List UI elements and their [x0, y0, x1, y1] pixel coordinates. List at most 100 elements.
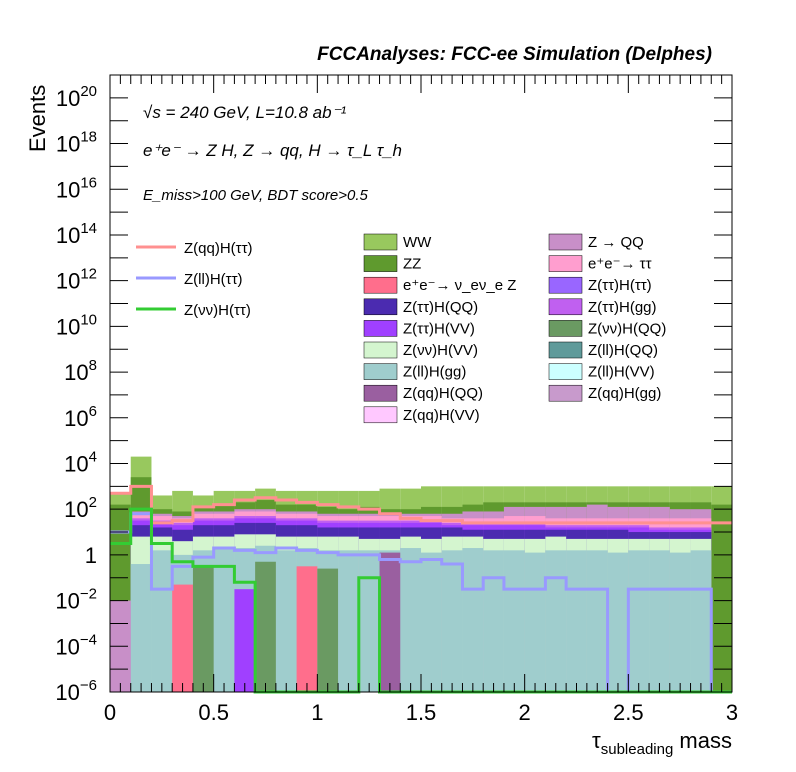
legend-swatch: [363, 233, 398, 251]
annotation-process: e⁺e⁻ → Z H, Z → qq, H → τ_L τ_h: [143, 141, 402, 160]
y-tick-label: 102: [64, 494, 97, 522]
legend-swatch: [363, 341, 398, 359]
legend-label: WW: [403, 234, 432, 251]
legend-line-label: Z(qq)H(ττ): [184, 240, 253, 257]
legend-label: Z(νν)H(QQ): [588, 320, 666, 337]
bar-z-ll-h-gg-: [607, 552, 629, 692]
bar-z-ll-h-gg-: [566, 550, 587, 692]
legend-swatch: [363, 406, 398, 424]
bar-z-ll-h-gg-: [690, 550, 712, 692]
bar-z-ll-h-gg-: [358, 550, 380, 692]
legend-swatch: [363, 363, 398, 380]
bar-z-ll-h-gg-: [441, 550, 463, 692]
legend-label: Z → QQ: [588, 234, 644, 251]
bar-z-h-qq-: [255, 561, 276, 692]
chart-title: FCCAnalyses: FCC-ee Simulation (Delphes): [317, 44, 712, 65]
y-tick-label: 10−4: [55, 631, 97, 659]
bar-z-h-vv-: [234, 589, 256, 692]
y-tick-label: 1010: [56, 311, 97, 339]
y-tick-label: 104: [64, 448, 97, 476]
x-tick-label: 2.5: [613, 700, 644, 725]
bar-e-e-e-e-z: [296, 566, 318, 692]
legend-label: Z(qq)H(gg): [588, 385, 661, 402]
annotation-cuts: E_miss>100 GeV, BDT score>0.5: [143, 187, 368, 204]
bar-z-ll-h-gg-: [130, 564, 152, 692]
y-axis: 10−6 10−4 10−2 1 102 104 106 108 1010 1012 1014 101…: [55, 74, 732, 705]
legend-swatch: [548, 341, 583, 359]
annotation-energy: √s = 240 GeV, L=10.8 ab⁻¹: [143, 103, 347, 122]
legend-label: Z(qq)H(QQ): [403, 385, 483, 402]
y-tick-label: 1012: [56, 266, 97, 294]
x-axis-label: τsubleading mass: [592, 728, 732, 758]
y-axis-label: Events: [25, 85, 50, 152]
legend-swatch: [548, 320, 583, 337]
legend-label: e⁺e⁻→ ττ: [588, 256, 652, 273]
bar-z-h-qq-: [317, 568, 339, 692]
legend-label: Z(ττ)H(gg): [588, 299, 657, 316]
legend-swatch: [363, 298, 398, 316]
legend-swatch: [363, 320, 398, 337]
legend-swatch: [363, 276, 398, 294]
bar-z-ll-h-gg-: [669, 552, 691, 692]
y-tick-label: 1018: [56, 129, 97, 157]
bar-z-ll-h-gg-: [524, 552, 546, 692]
x-tick-label: 0.5: [198, 700, 229, 725]
bar-z-ll-h-gg-: [421, 552, 442, 692]
y-tick-label: 1020: [56, 83, 97, 111]
bar-z-h-qq-: [192, 566, 214, 692]
bar-z-ll-h-gg-: [628, 550, 650, 692]
legend-label: Z(ττ)H(QQ): [403, 299, 478, 316]
bar-z-ll-h-gg-: [483, 550, 504, 692]
y-tick-label: 10−2: [55, 586, 97, 614]
legend-swatch: [548, 363, 583, 380]
bar-z-ll-h-gg-: [649, 550, 670, 692]
legend-label: ZZ: [403, 256, 421, 273]
bar-zz: [711, 504, 732, 692]
legend-swatch: [548, 298, 583, 316]
legend: Z(qq)H(ττ) Z(ll)H(ττ) Z(νν)H(ττ) WW ZZ e⁺e⁻→ …: [136, 233, 666, 424]
legend-label: Z(ττ)H(ττ): [588, 277, 652, 294]
bar-z-ll-h-gg-: [462, 548, 484, 692]
histogram-layer: [110, 456, 732, 692]
legend-swatch: [548, 255, 583, 272]
bar-z-ll-h-gg-: [338, 550, 359, 692]
legend-swatch: [548, 276, 583, 294]
legend-label: Z(ll)H(VV): [588, 364, 655, 381]
bar-z-ll-h-gg-: [545, 550, 567, 692]
x-tick-label: 0: [104, 700, 116, 725]
legend-label: Z(ll)H(QQ): [588, 342, 658, 359]
legend-swatch: [363, 384, 398, 402]
x-tick-label: 3: [726, 700, 738, 725]
bar-z-ll-h-gg-: [400, 548, 421, 692]
y-tick-label: 106: [64, 403, 97, 431]
legend-label: Z(qq)H(VV): [403, 407, 480, 424]
y-tick-label: 1: [85, 543, 97, 568]
y-tick-label: 1016: [56, 174, 97, 202]
x-axis: 0 0.5 1 1.5 2 2.5 3: [104, 75, 738, 725]
legend-label: Z(ll)H(gg): [403, 364, 466, 381]
bar-z-ll-h-gg-: [586, 550, 608, 692]
legend-line-label: Z(νν)H(ττ): [184, 302, 251, 319]
bar-z-ll-h-gg-: [275, 550, 297, 692]
legend-label: Z(ττ)H(VV): [403, 320, 475, 337]
y-tick-label: 108: [64, 357, 97, 385]
legend-swatch: [548, 233, 583, 251]
legend-label: Z(νν)H(VV): [403, 342, 478, 359]
y-tick-label: 10−6: [55, 677, 97, 705]
bar-z-ll-h-gg-: [213, 548, 235, 692]
x-tick-label: 2: [519, 700, 531, 725]
bar-z-ll-h-gg-: [503, 550, 525, 692]
legend-line-label: Z(ll)H(ττ): [184, 271, 243, 288]
x-tick-label: 1: [311, 700, 323, 725]
bar-e-e-e-e-z: [172, 584, 193, 692]
x-tick-label: 1.5: [406, 700, 437, 725]
y-tick-label: 1014: [56, 220, 97, 248]
series-line-z-qq-h-: [110, 484, 732, 525]
legend-swatch: [548, 384, 583, 402]
legend-label: e⁺e⁻→ ν_eν_e Z: [403, 277, 516, 294]
legend-swatch: [363, 255, 398, 272]
bar-z-ll-h-gg-: [151, 550, 173, 692]
bar-z-qq-h-qq-: [379, 552, 401, 692]
series-line-z-ll-h-: [110, 512, 732, 694]
